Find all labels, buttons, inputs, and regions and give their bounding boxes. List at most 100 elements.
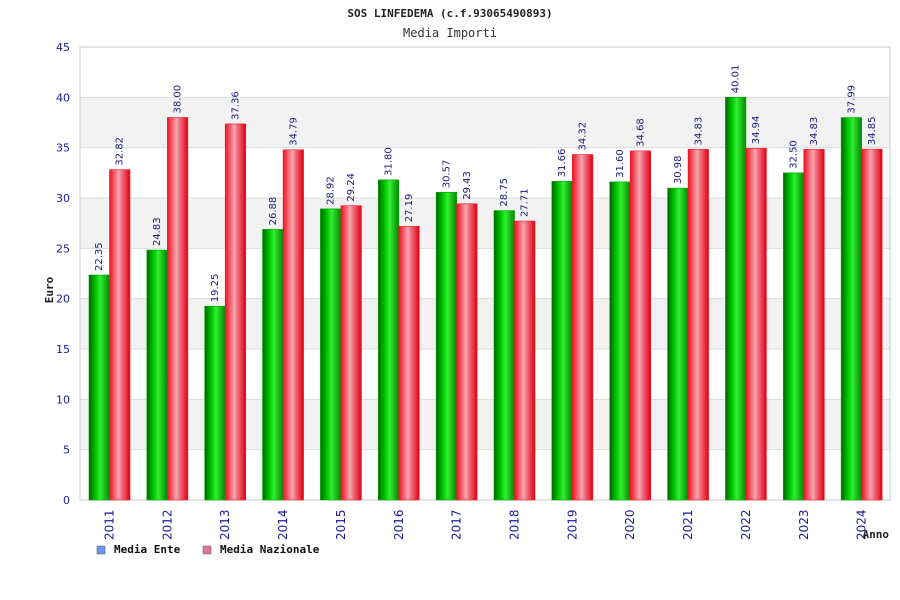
bar-media-nazionale-2016 <box>398 225 420 501</box>
x-tick-label: 2011 <box>103 509 117 540</box>
data-label: 30.98 <box>673 155 684 184</box>
data-label: 37.36 <box>230 91 241 120</box>
y-axis-label: Euro <box>43 276 56 303</box>
data-label: 34.83 <box>809 117 820 146</box>
bar-media-nazionale-2014 <box>282 149 304 501</box>
chart-title: SOS LINFEDEMA (c.f.93065490893) <box>347 7 552 20</box>
x-tick-label: 2017 <box>450 509 464 540</box>
data-label: 26.88 <box>268 197 279 226</box>
plot-bands <box>80 46 890 501</box>
bar-media-ente-2022 <box>725 96 747 501</box>
grid-band <box>80 349 890 400</box>
data-label: 38.00 <box>173 85 184 114</box>
y-tick-label: 20 <box>56 293 70 306</box>
grid-band <box>80 449 890 500</box>
data-label: 29.24 <box>346 173 357 202</box>
bar-media-nazionale-2022 <box>745 147 767 501</box>
legend-label-media-ente: Media Ente <box>114 543 181 556</box>
data-label: 40.01 <box>731 65 742 94</box>
y-tick-label: 5 <box>63 444 70 457</box>
data-label: 29.43 <box>462 171 473 200</box>
plot-frame <box>79 46 891 501</box>
bar-media-ente-2016 <box>377 179 400 501</box>
bar-media-ente-2018 <box>493 210 515 501</box>
bar-media-ente-2015 <box>320 208 342 501</box>
data-label: 32.50 <box>789 140 800 169</box>
x-tick-label: 2012 <box>160 509 174 540</box>
y-tick-label: 15 <box>56 343 70 356</box>
grid-band <box>80 399 890 450</box>
bar-media-nazionale-2024 <box>861 148 883 501</box>
data-label: 24.83 <box>152 217 163 246</box>
x-tick-label: 2016 <box>392 509 406 540</box>
data-label: 34.79 <box>288 117 299 146</box>
bar-media-nazionale-2018 <box>514 220 536 501</box>
x-tick-label: 2018 <box>508 509 522 540</box>
legend-swatch-media-ente <box>96 545 106 555</box>
data-label: 19.25 <box>210 274 221 303</box>
data-label: 37.99 <box>846 85 857 114</box>
x-axis-label: Anno <box>863 528 890 541</box>
legend-swatch-media-nazionale <box>202 545 212 555</box>
data-label: 34.68 <box>635 118 646 147</box>
data-label: 28.75 <box>499 178 510 207</box>
bar-media-ente-2012 <box>146 249 168 501</box>
data-label: 34.32 <box>578 122 589 151</box>
data-label: 31.80 <box>384 147 395 176</box>
y-axis: 0 5 10 15 20 25 30 35 40 45 <box>56 41 70 507</box>
bar-media-ente-2023 <box>782 172 805 501</box>
data-label: 31.60 <box>615 149 626 178</box>
bar-media-ente-2014 <box>262 229 284 501</box>
y-tick-label: 25 <box>56 242 70 255</box>
x-axis: 2011 2012 2013 2014 2015 2016 2017 2018 2019 2020… <box>103 509 869 540</box>
data-label: 34.85 <box>867 117 878 146</box>
grid-band <box>80 147 890 198</box>
bar-media-nazionale-2019 <box>572 154 594 501</box>
data-label: 31.66 <box>557 149 568 178</box>
bar-media-nazionale-2017 <box>456 203 478 501</box>
x-tick-label: 2024 <box>855 509 869 540</box>
x-tick-label: 2022 <box>739 509 753 540</box>
bar-media-nazionale-2023 <box>803 149 825 501</box>
y-tick-label: 10 <box>56 393 70 406</box>
bars-group: 22.35 32.82 24.83 38.00 19.25 37.36 26.88 34.79… <box>88 65 883 501</box>
bar-media-ente-2020 <box>609 181 631 501</box>
x-tick-label: 2021 <box>681 509 695 540</box>
data-label: 27.71 <box>520 188 531 217</box>
y-tick-label: 30 <box>56 192 70 205</box>
bar-media-ente-2017 <box>435 191 457 501</box>
data-label: 34.83 <box>693 117 704 146</box>
grid-band <box>80 248 890 299</box>
bar-media-nazionale-2021 <box>687 149 709 501</box>
y-tick-label: 35 <box>56 142 70 155</box>
x-tick-label: 2015 <box>334 509 348 540</box>
chart-subtitle: Media Importi <box>403 26 497 40</box>
x-tick-label: 2020 <box>623 509 637 540</box>
y-tick-label: 45 <box>56 41 70 54</box>
legend-label-media-nazionale: Media Nazionale <box>220 543 320 556</box>
data-label: 34.94 <box>751 116 762 145</box>
data-label: 27.19 <box>404 194 415 223</box>
grid-band <box>80 97 890 148</box>
x-tick-label: 2014 <box>276 509 290 540</box>
y-tick-label: 40 <box>56 91 70 104</box>
data-label: 32.82 <box>115 137 126 166</box>
bar-media-ente-2024 <box>840 117 862 501</box>
bar-media-ente-2013 <box>204 305 226 501</box>
bar-media-nazionale-2011 <box>109 169 131 501</box>
x-tick-label: 2023 <box>797 509 811 540</box>
bar-media-ente-2011 <box>88 274 110 501</box>
grid-band <box>80 298 890 349</box>
data-label: 22.35 <box>94 242 105 271</box>
y-tick-label: 0 <box>63 494 70 507</box>
x-tick-label: 2013 <box>218 509 232 540</box>
x-tick-label: 2019 <box>565 509 579 540</box>
bar-media-nazionale-2013 <box>224 123 247 501</box>
grid-band <box>80 47 890 98</box>
bar-media-nazionale-2020 <box>629 150 652 501</box>
legend: Media Ente Media Nazionale <box>96 543 320 556</box>
grid-band <box>80 198 890 249</box>
bar-media-ente-2021 <box>667 187 689 501</box>
bar-media-nazionale-2015 <box>340 205 362 501</box>
